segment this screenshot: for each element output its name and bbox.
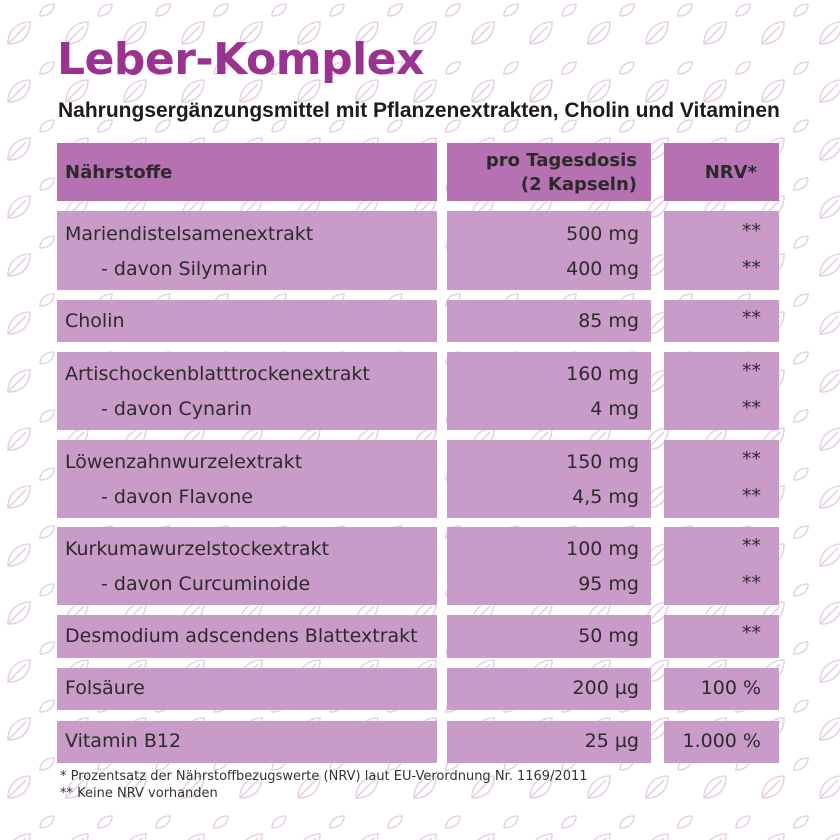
dose-value: 4 mg <box>590 398 639 420</box>
dose-value: 200 µg <box>572 677 639 699</box>
header-label-dose-line2: (2 Kapseln) <box>520 174 637 195</box>
dose-value: 50 mg <box>578 625 639 647</box>
page-subtitle: Nahrungsergänzungsmittel mit Pflanzenext… <box>58 99 780 122</box>
nrv-value: ** <box>742 220 761 242</box>
nutrient-sub-name: - davon Curcuminoide <box>101 573 311 595</box>
header-label-nutrients: Nährstoffe <box>65 161 173 183</box>
header-cell-daily-dose: pro Tagesdosis (2 Kapseln) <box>447 143 651 201</box>
nrv-value: 1.000 % <box>682 730 762 752</box>
dose-cell: 100 mg 95 mg <box>447 527 651 605</box>
nutrient-sub-name: - davon Silymarin <box>101 258 268 280</box>
nrv-cell: ** ** <box>664 211 779 290</box>
nrv-cell: 100 % <box>664 668 779 710</box>
nutrient-name: Desmodium adscendens Blattextrakt <box>65 625 418 647</box>
nutrient-name: Folsäure <box>65 677 145 699</box>
nrv-cell: ** <box>664 615 779 658</box>
header-cell-nutrients: Nährstoffe <box>57 143 437 201</box>
page-title: Leber-Komplex <box>57 34 424 85</box>
nrv-value: ** <box>742 448 761 470</box>
dose-value: 100 mg <box>566 538 639 560</box>
nutrient-name: Kurkumawurzelstockextrakt <box>65 538 330 560</box>
nrv-value: ** <box>742 360 761 382</box>
dose-cell: 25 µg <box>447 721 651 763</box>
footnote-nrv-definition: * Prozentsatz der Nährstoffbezugswerte (… <box>60 769 588 784</box>
dose-value: 85 mg <box>578 310 639 332</box>
nutrient-name-cell: Artischockenblatttrockenextrakt - davon … <box>57 352 437 430</box>
nrv-cell: ** ** <box>664 527 779 605</box>
dose-cell: 85 mg <box>447 300 651 342</box>
nrv-value: ** <box>742 397 761 419</box>
header-cell-nrv: NRV* <box>664 143 779 201</box>
nutrient-sub-name: - davon Cynarin <box>101 398 252 420</box>
footnote-no-nrv: ** Keine NRV vorhanden <box>60 786 218 801</box>
dose-value: 400 mg <box>566 258 639 280</box>
nrv-cell: 1.000 % <box>664 721 779 763</box>
nrv-value: 100 % <box>700 677 761 699</box>
dose-cell: 50 mg <box>447 615 651 658</box>
nrv-value: ** <box>742 535 761 557</box>
nrv-value: ** <box>742 257 761 279</box>
nutrient-name: Mariendistelsamenextrakt <box>65 223 314 245</box>
header-label-nrv: NRV* <box>704 161 757 183</box>
nutrient-name-cell: Cholin <box>57 300 437 342</box>
nutrient-name-cell: Mariendistelsamenextrakt - davon Silymar… <box>57 211 437 290</box>
nutrient-name: Cholin <box>65 310 125 332</box>
nrv-cell: ** <box>664 300 779 342</box>
dose-cell: 200 µg <box>447 668 651 710</box>
nrv-value: ** <box>742 622 761 644</box>
dose-value: 95 mg <box>578 573 639 595</box>
nutrient-name-cell: Kurkumawurzelstockextrakt - davon Curcum… <box>57 527 437 605</box>
nrv-cell: ** ** <box>664 440 779 518</box>
dose-cell: 150 mg 4,5 mg <box>447 440 651 518</box>
dose-value: 4,5 mg <box>572 486 639 508</box>
dose-value: 150 mg <box>566 451 639 473</box>
dose-value: 25 µg <box>584 730 639 752</box>
nutrient-name: Artischockenblatttrockenextrakt <box>65 363 370 385</box>
dose-value: 160 mg <box>566 363 639 385</box>
nrv-value: ** <box>742 485 761 507</box>
nutrient-name-cell: Vitamin B12 <box>57 721 437 763</box>
nutrient-name: Löwenzahnwurzelextrakt <box>65 451 303 473</box>
nrv-cell: ** ** <box>664 352 779 430</box>
nutrient-name-cell: Löwenzahnwurzelextrakt - davon Flavone <box>57 440 437 518</box>
dose-cell: 160 mg 4 mg <box>447 352 651 430</box>
nutrient-name-cell: Desmodium adscendens Blattextrakt <box>57 615 437 658</box>
nrv-value: ** <box>742 572 761 594</box>
dose-value: 500 mg <box>566 223 639 245</box>
nutrient-name: Vitamin B12 <box>65 730 182 752</box>
nrv-value: ** <box>742 307 761 329</box>
header-label-dose-line1: pro Tagesdosis <box>485 150 637 171</box>
dose-cell: 500 mg 400 mg <box>447 211 651 290</box>
nutrient-sub-name: - davon Flavone <box>101 486 253 508</box>
nutrient-name-cell: Folsäure <box>57 668 437 710</box>
